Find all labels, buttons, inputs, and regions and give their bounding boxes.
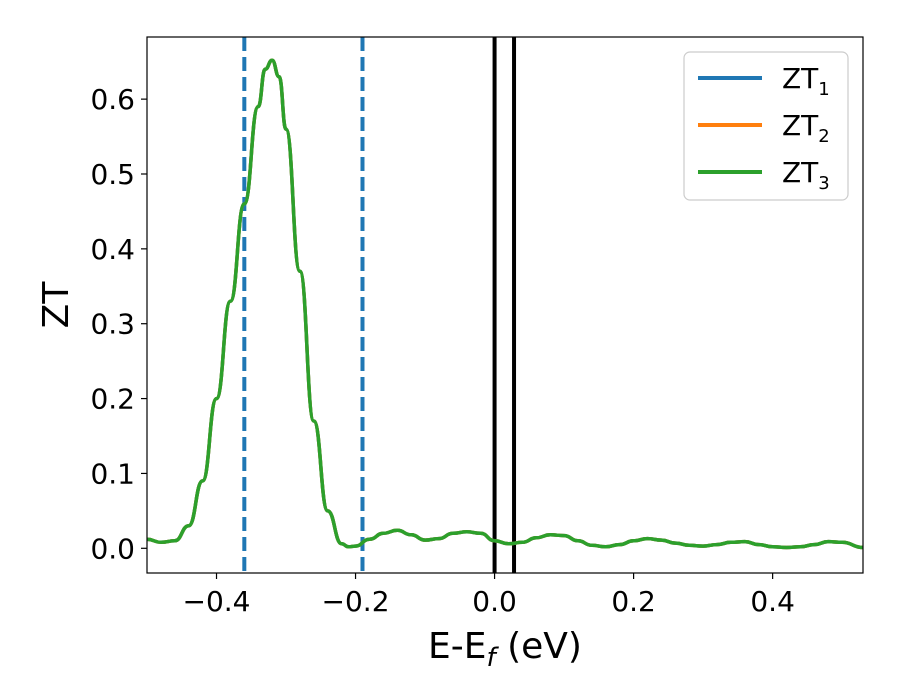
x-tick-label: −0.2 xyxy=(322,585,390,618)
y-tick-label: 0.2 xyxy=(90,383,135,416)
reference-lines xyxy=(242,37,517,573)
x-tick-label: 0.2 xyxy=(611,585,656,618)
legend: ZT1 ZT2 ZT3 xyxy=(683,51,849,201)
y-axis-label: ZT xyxy=(36,281,77,329)
y-tick-label: 0.5 xyxy=(90,158,135,191)
plot-frame xyxy=(146,36,864,574)
x-tick-label: −0.4 xyxy=(183,585,251,618)
x-tick-label: 0.0 xyxy=(472,585,517,618)
x-tick-label: 0.4 xyxy=(750,585,795,618)
y-axis: 0.0 0.1 0.2 0.3 0.4 0.5 0.6 xyxy=(90,83,147,565)
x-axis-label-unit: (eV) xyxy=(496,626,582,667)
y-tick-label: 0.6 xyxy=(90,83,135,116)
legend-label-zt3: ZT3 xyxy=(782,156,830,194)
x-axis-label: E-Ef (eV) xyxy=(428,626,582,673)
y-tick-label: 0.4 xyxy=(90,233,135,266)
y-tick-label: 0.1 xyxy=(90,457,135,490)
legend-label-zt1: ZT1 xyxy=(782,62,830,100)
legend-box xyxy=(683,51,849,201)
y-tick-label: 0.3 xyxy=(90,308,135,341)
series-lines xyxy=(147,58,863,550)
x-axis: −0.4 −0.2 0.0 0.2 0.4 xyxy=(183,573,795,618)
legend-label-zt2: ZT2 xyxy=(782,109,830,147)
x-axis-label-main: E-E xyxy=(428,626,486,667)
y-tick-label: 0.0 xyxy=(90,532,135,565)
series-line-zt3 xyxy=(147,58,863,550)
